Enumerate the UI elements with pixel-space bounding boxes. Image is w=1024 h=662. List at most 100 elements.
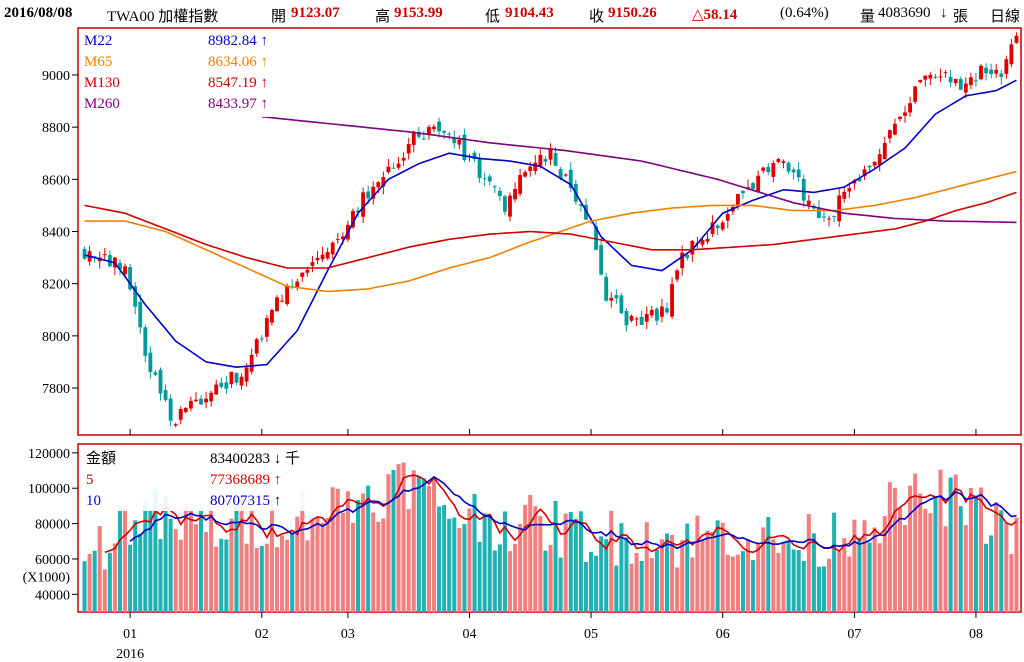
volume-bar (533, 506, 538, 612)
volume-bar (325, 517, 330, 612)
volume-bar (918, 493, 923, 612)
candle-body (533, 162, 538, 172)
candle-body (984, 67, 989, 74)
candle-body (183, 407, 188, 412)
price-legend-value: 8433.97 ↑ (208, 96, 268, 112)
candle-body (244, 367, 249, 382)
candle-body (766, 166, 771, 173)
volume-bar (781, 541, 786, 612)
volume-bar (416, 476, 421, 612)
ma-line-m130 (84, 191, 1017, 269)
volume-bar (664, 533, 670, 612)
candle-body (457, 139, 462, 145)
volume-bar (938, 469, 943, 612)
volume-bar (923, 508, 928, 612)
candle-body (366, 191, 371, 199)
volume-bar (259, 545, 264, 612)
volume-tick-label: 60000 (35, 553, 70, 568)
candle-body (523, 172, 528, 177)
volume-bar (735, 554, 740, 612)
volume-bar (801, 561, 806, 612)
volume-bar (832, 512, 837, 612)
price-legend-value: 8547.19 ↑ (208, 75, 268, 91)
volume-bar (690, 557, 695, 612)
candle-body (214, 384, 219, 395)
candle-body (827, 218, 831, 220)
candle-body (194, 399, 198, 402)
candle-body (974, 80, 978, 82)
volume-bar (112, 543, 117, 612)
volume-bar (827, 558, 832, 612)
volume-bar (897, 507, 903, 612)
volume-bar (867, 542, 872, 612)
candle-body (619, 295, 624, 314)
candle-body (1014, 35, 1019, 43)
volume-bar (229, 518, 234, 612)
volume-bar (507, 551, 513, 612)
volume-bar (877, 543, 882, 612)
volume-bar (482, 513, 487, 612)
volume-bar (82, 561, 87, 612)
candle-body (675, 270, 680, 280)
high-value: 9153.99 (394, 5, 443, 21)
volume-bar (300, 489, 305, 612)
volume-bar (680, 540, 685, 612)
candle-body (654, 308, 659, 321)
volume-bar (963, 525, 968, 612)
volume-bar (204, 532, 209, 612)
candle-body (381, 177, 386, 187)
volume-bar (999, 510, 1004, 612)
candle-body (513, 189, 517, 200)
volume-bar (128, 544, 133, 612)
candle-body (158, 369, 163, 394)
candle-body (285, 285, 290, 305)
volume-bar (87, 553, 92, 612)
candle-body (1004, 59, 1009, 74)
open-label: 開 (271, 9, 287, 25)
candle-body (968, 77, 973, 86)
volume-bar (431, 477, 437, 612)
volume-bar (1004, 522, 1009, 612)
volume-bar (594, 555, 599, 612)
volume-unit: 張 (953, 9, 969, 25)
volume-bar (588, 551, 594, 612)
volume-bar (345, 491, 350, 612)
candle-body (690, 240, 695, 255)
volume-bar (123, 504, 128, 612)
volume-bar (806, 513, 811, 612)
volume-bar (426, 485, 431, 612)
volume-bar (705, 530, 710, 612)
volume-bar (396, 464, 401, 612)
volume-bar (695, 515, 700, 612)
volume-bar (219, 538, 224, 612)
candle-body (680, 252, 685, 269)
volume-bar (264, 543, 269, 612)
candle-body (502, 196, 507, 212)
volume-bar (984, 543, 989, 612)
candle-body (751, 183, 756, 190)
volume-bar (624, 537, 629, 612)
candle-body (882, 143, 887, 160)
volume-bar (654, 549, 659, 612)
candle-body (224, 382, 229, 389)
volume-bar (892, 487, 897, 612)
candle-body (229, 371, 234, 385)
volume-bar (366, 485, 371, 612)
candle-body (371, 186, 376, 199)
price-legend-name: M260 (84, 96, 120, 112)
candle-body (578, 204, 583, 206)
volume-bar (117, 507, 123, 612)
volume-legend-value: 83400283 ↓ 千 (210, 450, 300, 467)
candle-body (92, 256, 97, 258)
ma-line-m65 (84, 170, 1017, 293)
candle-body (867, 165, 872, 168)
candle-body (188, 400, 193, 409)
candle-body (614, 295, 619, 299)
volume-bar (356, 500, 361, 612)
candle-body (401, 157, 406, 161)
candle-body (584, 204, 588, 220)
volume-bar (462, 524, 467, 612)
candle-body (204, 398, 209, 403)
price-tick-label: 7800 (42, 382, 70, 397)
